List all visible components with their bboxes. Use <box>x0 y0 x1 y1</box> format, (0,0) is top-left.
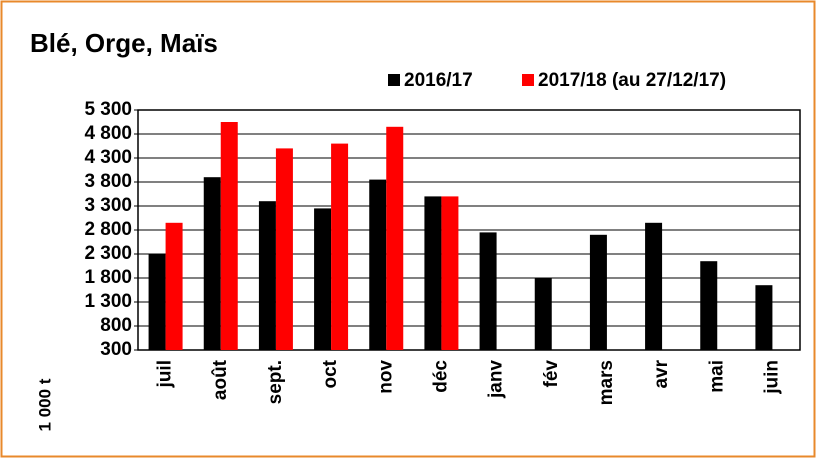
y-tick-label: 4 800 <box>84 123 132 144</box>
y-tick-label: 2 300 <box>84 243 132 264</box>
bar <box>369 179 387 350</box>
bar <box>220 122 238 350</box>
y-tick-label: 1 800 <box>84 267 132 288</box>
x-tick-label: oct <box>320 359 341 388</box>
x-tick-label: juin <box>761 360 782 395</box>
bar <box>148 254 166 350</box>
y-tick-label: 1 300 <box>84 291 132 312</box>
y-tick-label: 5 300 <box>84 99 132 120</box>
bar <box>165 222 183 350</box>
x-tick-label: sept. <box>265 360 286 404</box>
y-tick-label: 4 300 <box>84 147 132 168</box>
x-tick-label: avr <box>651 359 672 388</box>
bar <box>258 201 276 350</box>
bar <box>755 285 773 350</box>
y-tick-label: 800 <box>100 315 132 336</box>
bar <box>314 208 332 350</box>
bar <box>331 143 349 350</box>
bar <box>479 232 497 350</box>
y-tick-label: 3 300 <box>84 195 132 216</box>
bar <box>203 177 221 350</box>
chart-title: Blé, Orge, Maïs <box>30 28 218 58</box>
x-tick-label: déc <box>430 360 451 393</box>
bar <box>441 196 459 350</box>
y-tick-label: 2 800 <box>84 219 132 240</box>
bar <box>424 196 442 350</box>
legend-swatch <box>522 74 534 86</box>
y-tick-label: 300 <box>100 339 132 360</box>
x-tick-label: août <box>210 359 231 400</box>
x-tick-label: janv <box>486 360 507 399</box>
x-tick-label: juil <box>155 360 176 388</box>
legend-label: 2016/17 <box>404 70 473 91</box>
x-tick-label: nov <box>375 360 396 394</box>
bar <box>534 278 552 350</box>
bar <box>645 222 663 350</box>
bar <box>275 148 293 350</box>
bar <box>386 126 404 350</box>
legend-swatch <box>388 74 400 86</box>
y-tick-label: 3 800 <box>84 171 132 192</box>
plot-border <box>137 109 801 351</box>
legend-label: 2017/18 (au 27/12/17) <box>538 70 726 91</box>
x-tick-label: fév <box>541 360 562 388</box>
x-tick-label: mars <box>596 360 617 405</box>
x-tick-label: mai <box>706 360 727 393</box>
bar <box>700 261 718 350</box>
bar <box>589 234 607 350</box>
y-axis-label: 1 000 t <box>35 378 54 431</box>
